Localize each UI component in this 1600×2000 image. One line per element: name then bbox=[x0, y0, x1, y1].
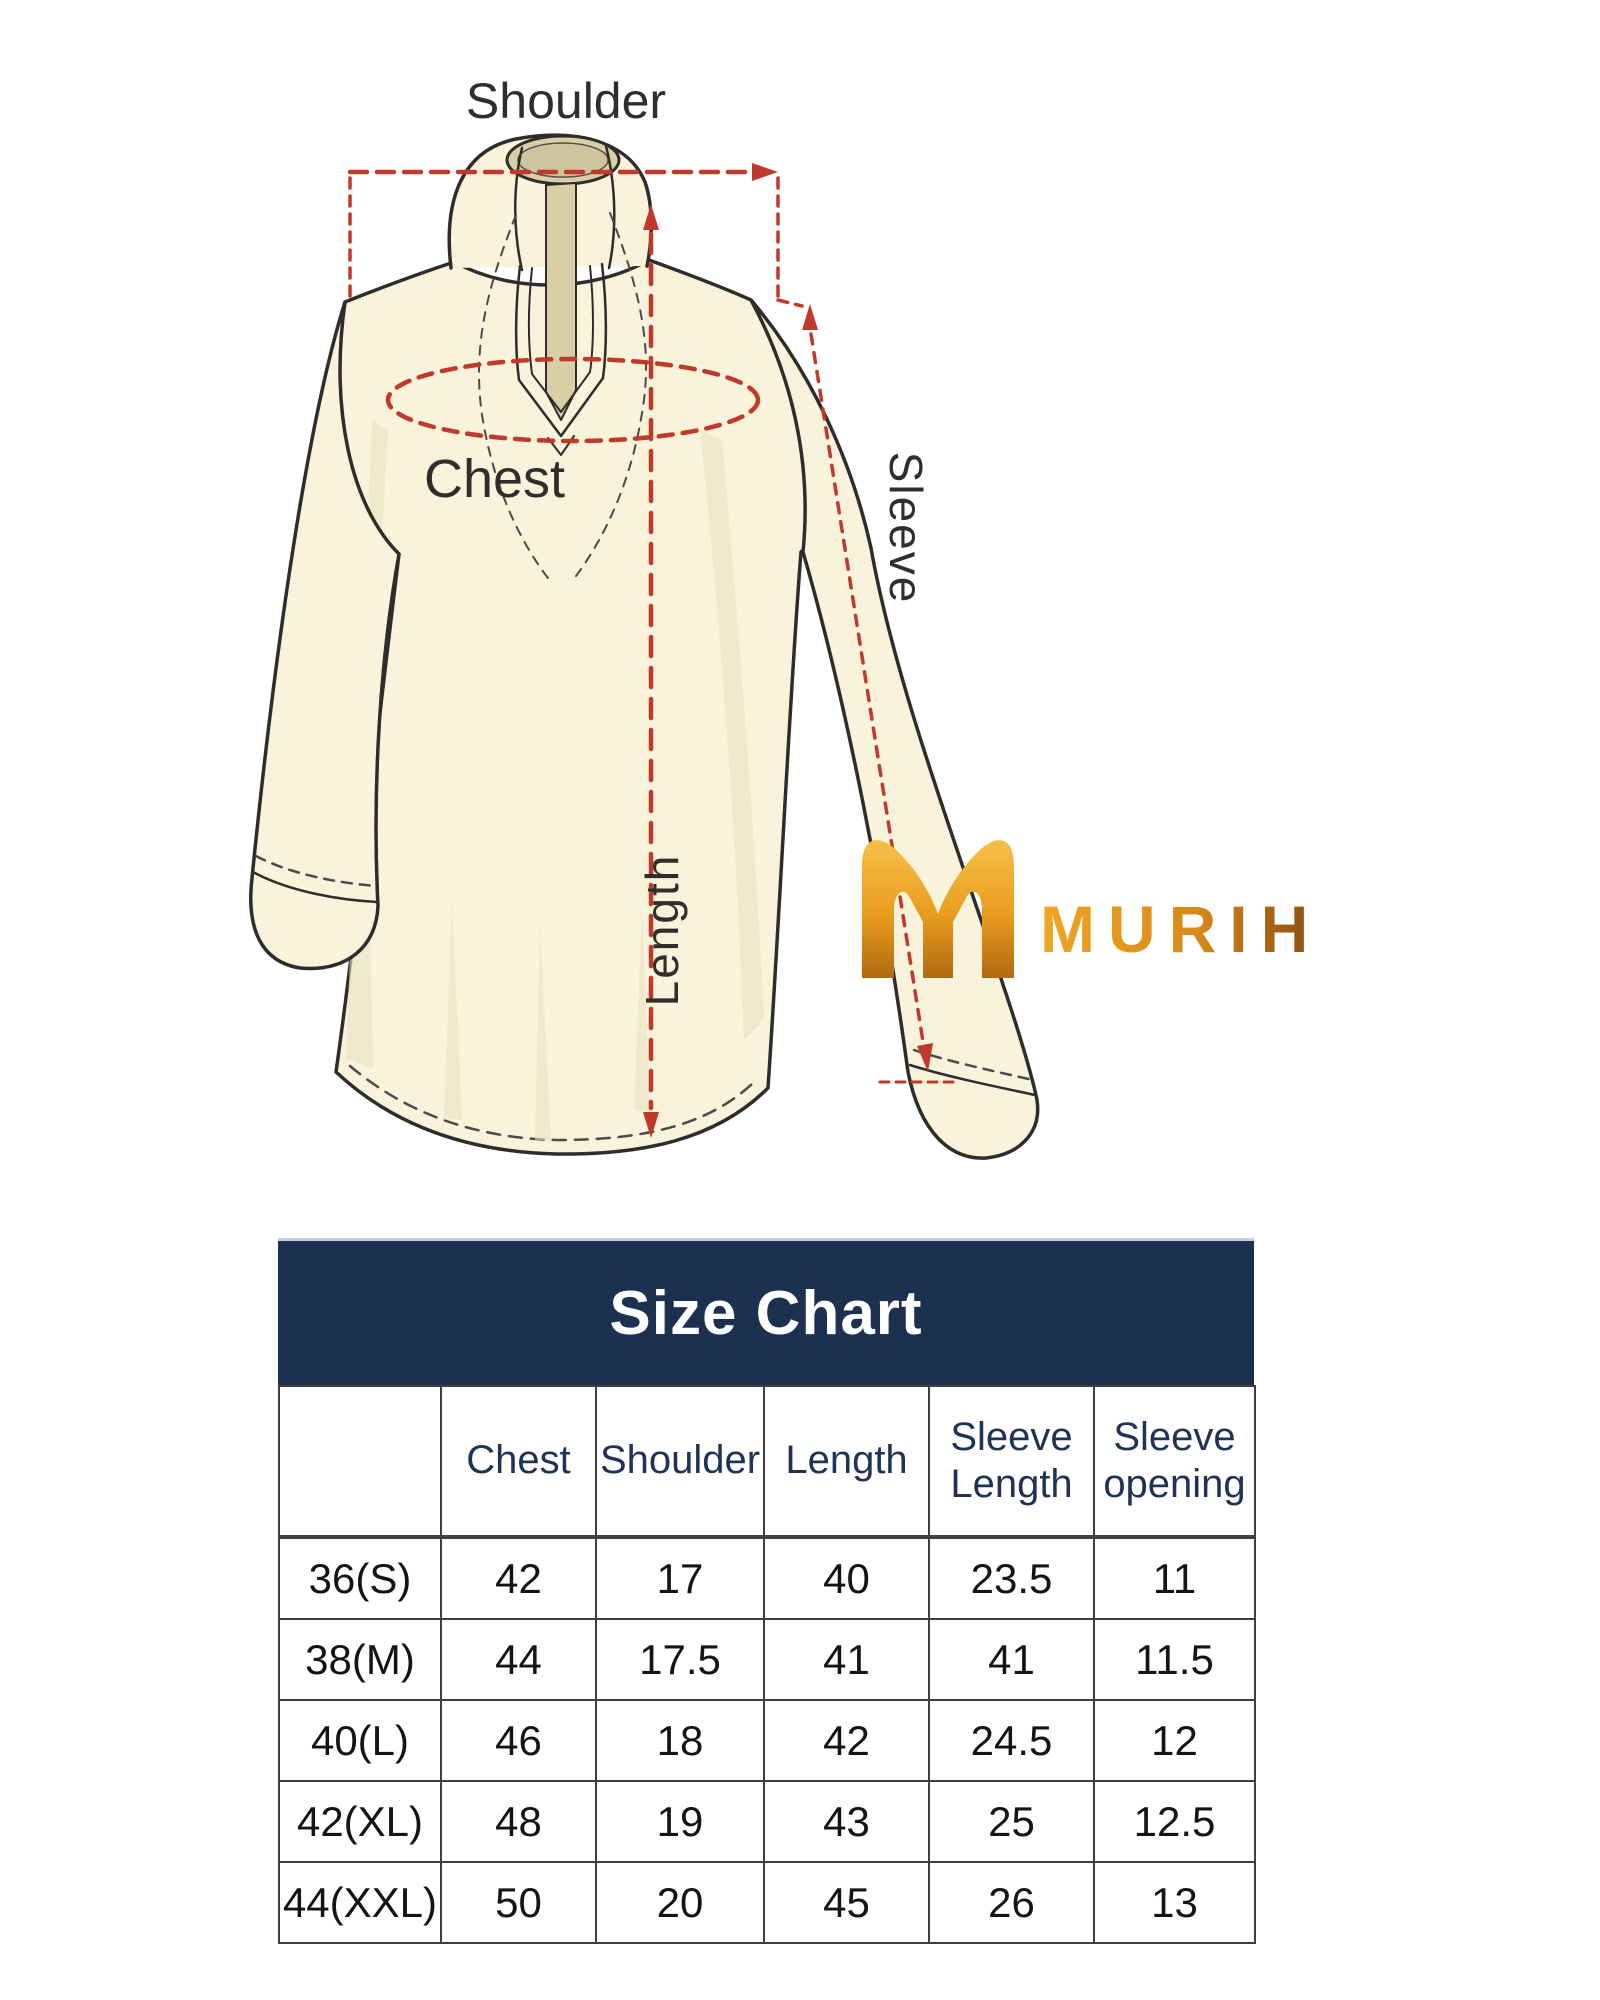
shoulder-cell: 17 bbox=[595, 1536, 765, 1620]
sleeve-opening-cell: 12 bbox=[1093, 1699, 1256, 1782]
sleeve-arrow-up bbox=[802, 304, 818, 330]
sleeve-length-cell: 26 bbox=[928, 1861, 1095, 1944]
shoulder-cell: 19 bbox=[595, 1780, 765, 1863]
size-cell: 38(M) bbox=[278, 1618, 442, 1701]
table-row: 44(XXL) 50 20 45 26 13 bbox=[278, 1861, 1256, 1944]
right-cuff-line bbox=[908, 1063, 1037, 1097]
right-sleeve bbox=[749, 298, 1040, 1160]
sleeve-opening-cell: 11 bbox=[1093, 1536, 1256, 1620]
length-cell: 41 bbox=[763, 1618, 930, 1701]
size-cell: 44(XXL) bbox=[278, 1861, 442, 1944]
left-cuff-stitch bbox=[254, 854, 378, 888]
shoulder-label: Shoulder bbox=[466, 73, 666, 129]
chest-label: Chest bbox=[424, 449, 565, 509]
left-sleeve bbox=[249, 300, 401, 971]
sleeve-length-cell: 23.5 bbox=[928, 1536, 1095, 1620]
size-chart-table: Chest Shoulder Length Sleeve Length Slee… bbox=[278, 1385, 1256, 1944]
sleeve-label: Sleeve bbox=[880, 452, 932, 605]
collar-stand-left-edge bbox=[514, 146, 524, 272]
length-label: Length bbox=[636, 854, 688, 1007]
column-header-size bbox=[278, 1385, 442, 1539]
chest-cell: 44 bbox=[440, 1618, 597, 1701]
shoulder-cell: 20 bbox=[595, 1861, 765, 1944]
shoulder-cell: 18 bbox=[595, 1699, 765, 1782]
murih-logo: MURIH bbox=[862, 840, 1321, 978]
length-cell: 43 bbox=[763, 1780, 930, 1863]
column-header-sleeve-length: Sleeve Length bbox=[928, 1385, 1095, 1539]
placket-inner bbox=[528, 265, 594, 413]
table-row: 40(L) 46 18 42 24.5 12 bbox=[278, 1699, 1256, 1782]
table-row: 38(M) 44 17.5 41 41 11.5 bbox=[278, 1618, 1256, 1701]
shoulder-drop-right bbox=[776, 176, 804, 308]
chest-cell: 46 bbox=[440, 1699, 597, 1782]
size-chart-header-row: Chest Shoulder Length Sleeve Length Slee… bbox=[278, 1385, 1256, 1539]
sleeve-opening-cell: 11.5 bbox=[1093, 1618, 1256, 1701]
right-cuff-stitch bbox=[912, 1048, 1035, 1082]
measurement-annotations bbox=[347, 163, 960, 1138]
size-cell: 40(L) bbox=[278, 1699, 442, 1782]
column-header-chest: Chest bbox=[440, 1385, 597, 1539]
size-chart-panel: Size Chart Chest Shoulder Length Sleeve … bbox=[278, 1238, 1256, 1944]
column-header-shoulder: Shoulder bbox=[595, 1385, 765, 1539]
kurta-measurement-diagram: Shoulder Chest Sleeve Length MURIH bbox=[249, 73, 1321, 1160]
placket-outer bbox=[514, 262, 608, 438]
murih-monogram-icon bbox=[862, 840, 1014, 978]
table-row: 36(S) 42 17 40 23.5 11 bbox=[278, 1536, 1256, 1620]
length-arrow-up bbox=[643, 204, 659, 230]
placket-slit bbox=[545, 182, 577, 421]
collar-stand-right-edge bbox=[604, 144, 616, 270]
chest-cell: 48 bbox=[440, 1780, 597, 1863]
size-cell: 42(XL) bbox=[278, 1780, 442, 1863]
length-cell: 45 bbox=[763, 1861, 930, 1944]
chest-measure-ellipse bbox=[385, 356, 761, 444]
sleeve-measure-line bbox=[809, 332, 926, 1050]
murih-wordmark: MURIH bbox=[1040, 892, 1321, 966]
shoulder-arrow-right bbox=[752, 163, 778, 181]
kurta-illustration bbox=[249, 133, 1040, 1160]
sleeve-arrow-down bbox=[917, 1043, 933, 1072]
placket-guide-right bbox=[575, 212, 647, 577]
hem-stitch-line bbox=[348, 1064, 756, 1142]
length-cell: 42 bbox=[763, 1699, 930, 1782]
sleeve-length-cell: 41 bbox=[928, 1618, 1095, 1701]
sleeve-length-cell: 25 bbox=[928, 1780, 1095, 1863]
sleeve-length-cell: 24.5 bbox=[928, 1699, 1095, 1782]
size-cell: 36(S) bbox=[278, 1536, 442, 1620]
length-cell: 40 bbox=[763, 1536, 930, 1620]
sleeve-opening-cell: 13 bbox=[1093, 1861, 1256, 1944]
table-row: 42(XL) 48 19 43 25 12.5 bbox=[278, 1780, 1256, 1863]
column-header-sleeve-opening: Sleeve opening bbox=[1093, 1385, 1256, 1539]
chest-cell: 42 bbox=[440, 1536, 597, 1620]
sleeve-opening-cell: 12.5 bbox=[1093, 1780, 1256, 1863]
column-header-length: Length bbox=[763, 1385, 930, 1539]
length-arrow-down bbox=[643, 1112, 659, 1138]
placket-guide-left bbox=[478, 214, 549, 579]
shoulder-cell: 17.5 bbox=[595, 1618, 765, 1701]
size-chart-title: Size Chart bbox=[278, 1238, 1254, 1385]
left-cuff-line bbox=[251, 870, 379, 904]
chest-cell: 50 bbox=[440, 1861, 597, 1944]
